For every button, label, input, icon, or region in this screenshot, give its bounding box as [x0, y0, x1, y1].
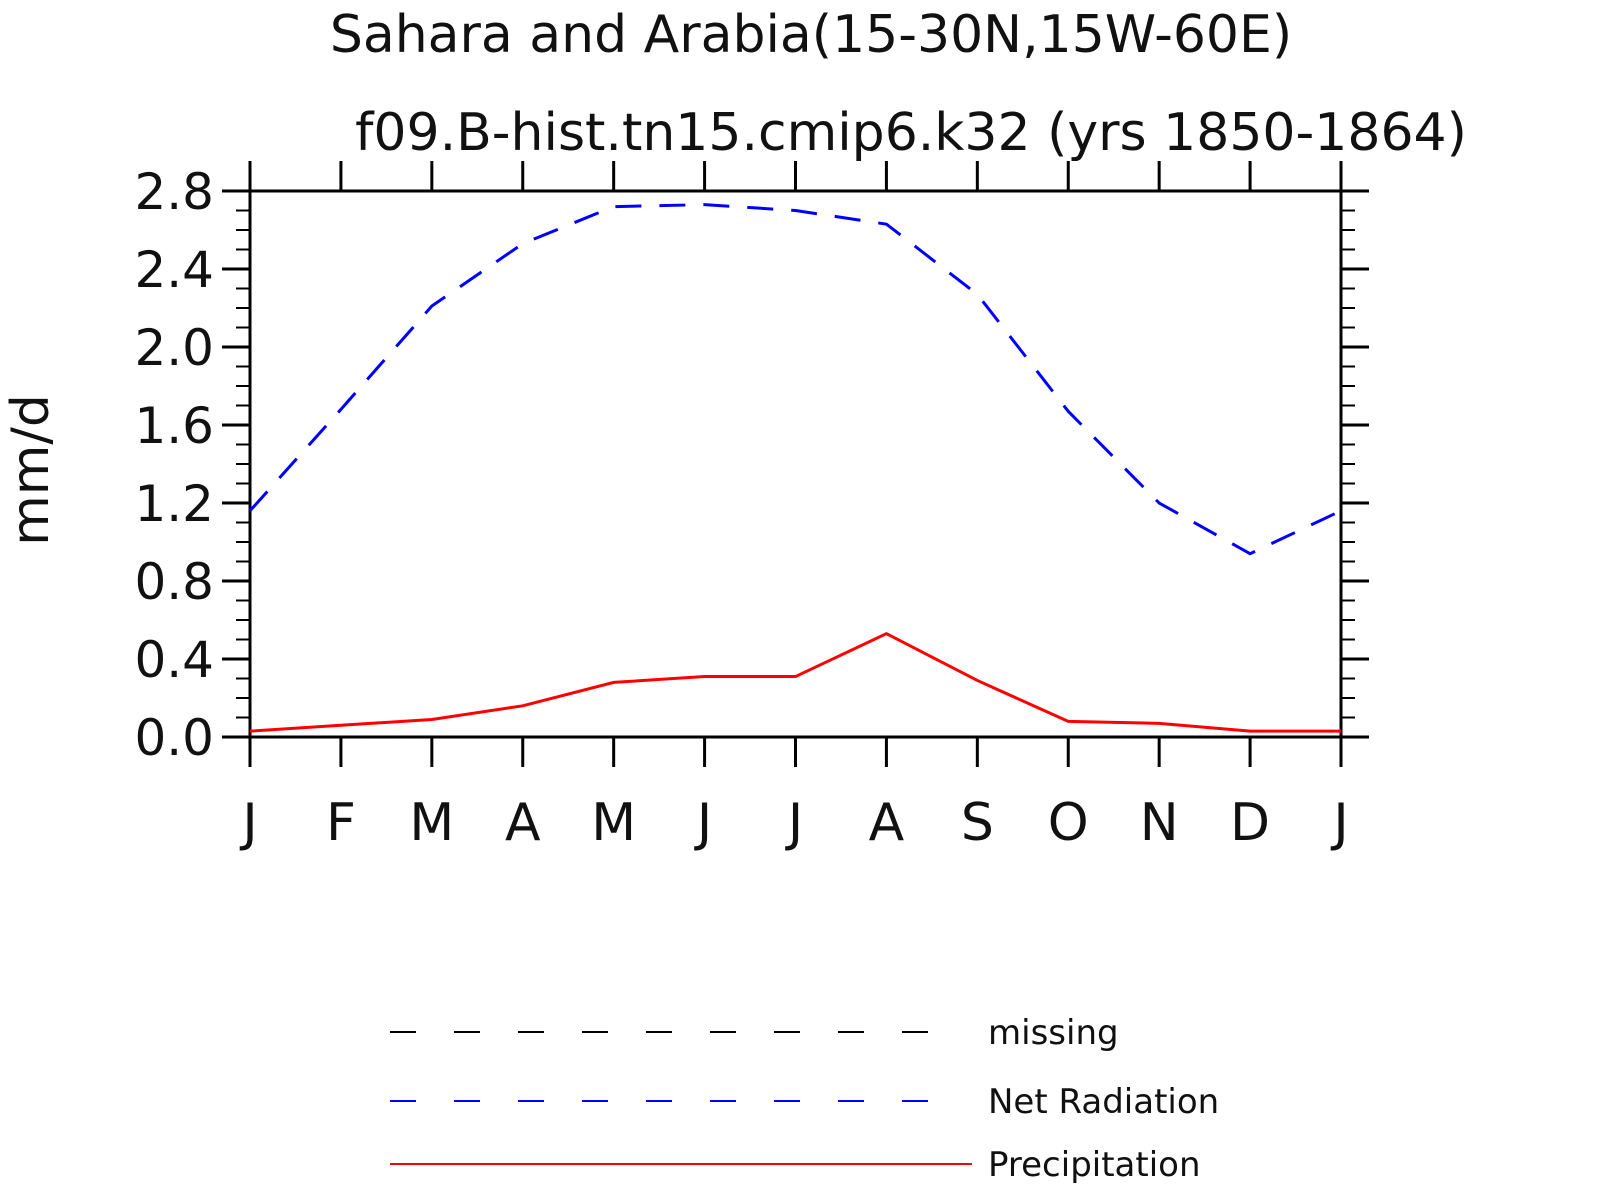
data-point-net-radiation — [339, 408, 342, 411]
data-point-precipitation — [976, 679, 979, 682]
data-point-net-radiation — [1158, 502, 1161, 505]
data-point-net-radiation — [521, 242, 524, 245]
x-tick-label: J — [1330, 793, 1348, 853]
data-point-net-radiation — [1340, 509, 1343, 512]
x-tick-label: J — [785, 793, 803, 853]
data-point-precipitation — [1340, 730, 1343, 733]
x-tick-label: S — [961, 793, 994, 853]
plot-lines — [248, 203, 1343, 733]
plot-frame — [248, 189, 1343, 739]
chart-title: Sahara and Arabia(15-30N,15W-60E) — [330, 5, 1292, 65]
x-tick-label: J — [694, 793, 712, 853]
series-line-precipitation — [249, 631, 1341, 733]
data-point-precipitation — [339, 724, 342, 727]
data-point-net-radiation — [885, 223, 888, 226]
data-point-net-radiation — [976, 293, 979, 296]
data-point-net-radiation — [1249, 552, 1252, 555]
y-tick-label: 0.4 — [134, 631, 214, 689]
data-point-net-radiation — [794, 209, 797, 212]
y-tick-label: 2.4 — [134, 241, 214, 299]
y-tick-label: 1.6 — [134, 397, 214, 455]
x-tick-label: F — [326, 793, 356, 853]
y-tick-label: 0.0 — [134, 709, 214, 767]
legend-label: Net Radiation — [988, 1082, 1219, 1122]
x-tick-label: O — [1048, 793, 1089, 853]
data-point-precipitation — [1158, 722, 1161, 725]
legend-label: missing — [988, 1013, 1119, 1053]
data-point-precipitation — [521, 704, 524, 707]
data-point-net-radiation — [1067, 410, 1070, 413]
y-axis-label: mm/d — [1, 394, 61, 546]
data-point-net-radiation — [703, 203, 706, 206]
data-point-precipitation — [703, 675, 706, 678]
x-tick-label: A — [869, 793, 905, 853]
x-tick-label: J — [239, 793, 257, 853]
series-line-net-radiation — [248, 203, 1342, 556]
legend: missing Net Radiation Precipitation — [390, 1013, 1219, 1184]
y-tick-label: 2.8 — [134, 163, 214, 221]
data-point-precipitation — [249, 730, 252, 733]
data-point-precipitation — [430, 718, 433, 721]
data-point-precipitation — [612, 681, 615, 684]
y-tick-label: 1.2 — [134, 475, 214, 533]
x-tick-label: M — [409, 793, 454, 853]
y-tick-label: 0.8 — [134, 553, 214, 611]
data-point-precipitation — [1067, 720, 1070, 723]
data-point-precipitation — [794, 675, 797, 678]
chart-subtitle: f09.B-hist.tn15.cmip6.k32 (yrs 1850-1864… — [355, 103, 1467, 163]
data-point-net-radiation — [612, 205, 615, 208]
data-point-precipitation — [1249, 730, 1252, 733]
plot-axes: 0.00.40.81.21.62.02.42.8J F M A M J J A S O N D J — [134, 161, 1369, 853]
x-tick-label: A — [505, 793, 541, 853]
legend-label: Precipitation — [988, 1145, 1201, 1184]
x-tick-label: N — [1140, 793, 1179, 853]
data-point-net-radiation — [249, 509, 252, 512]
x-tick-label: M — [591, 793, 636, 853]
data-point-net-radiation — [430, 305, 433, 308]
y-tick-label: 2.0 — [134, 319, 214, 377]
data-point-precipitation — [885, 632, 888, 635]
x-tick-label: D — [1230, 793, 1270, 853]
